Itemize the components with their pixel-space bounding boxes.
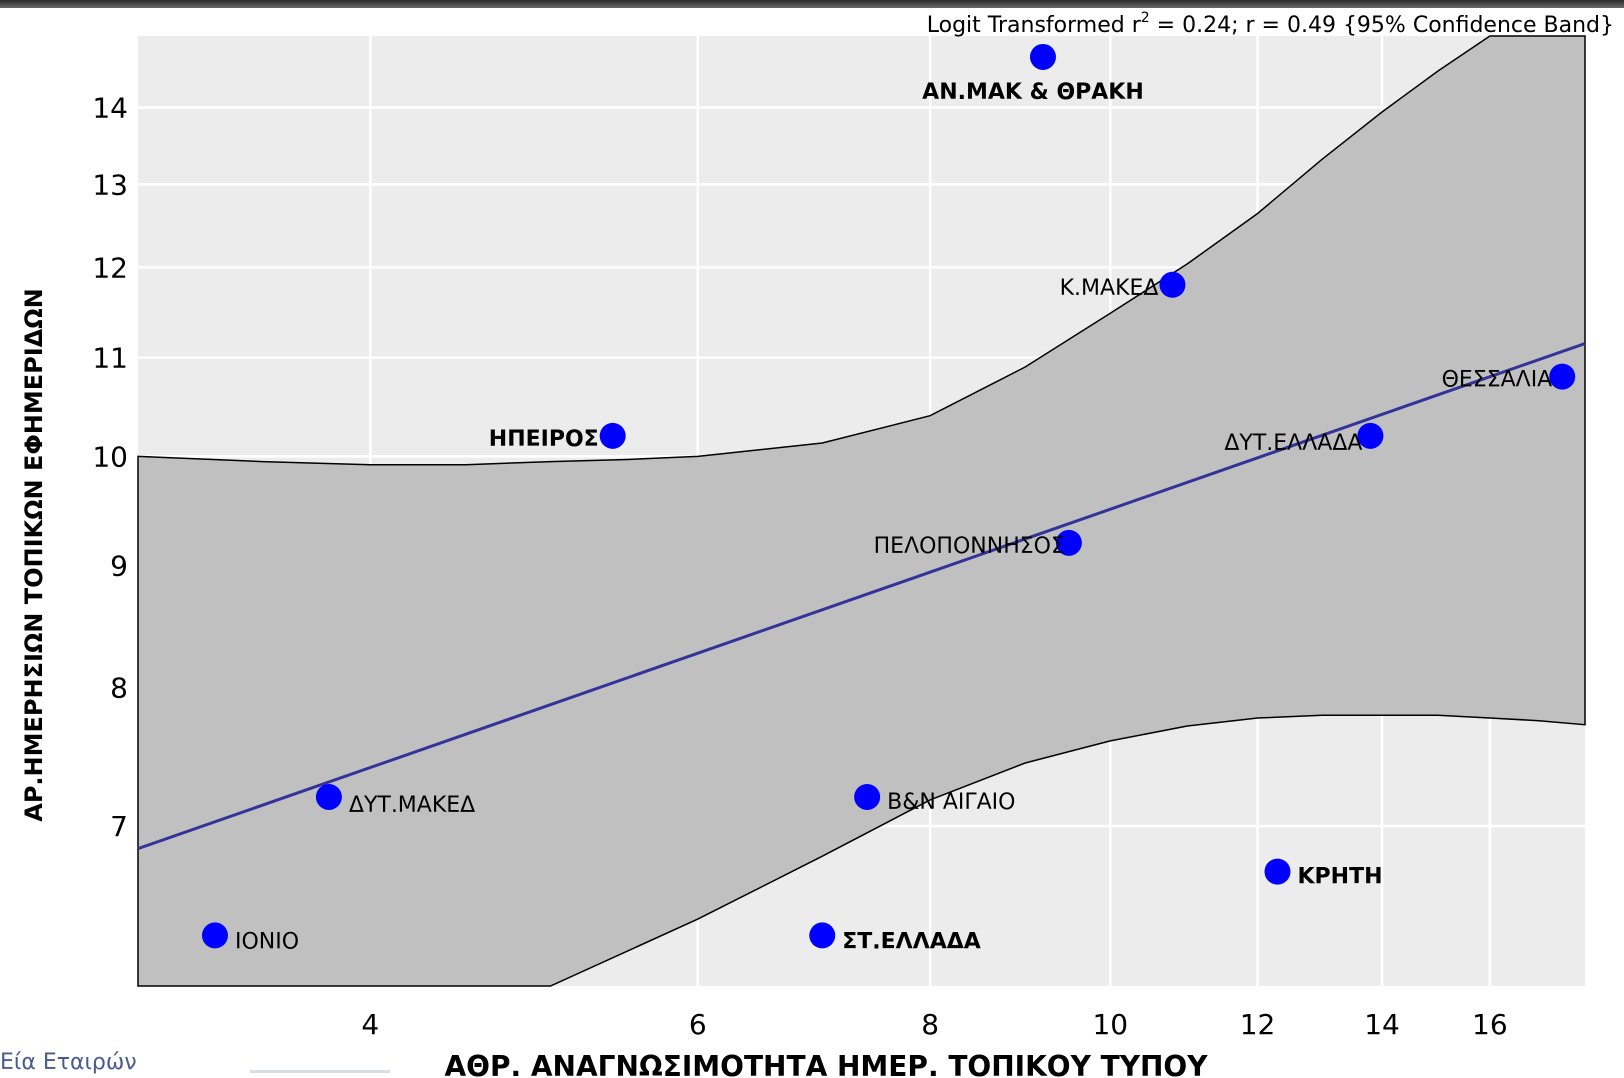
point-label: ΔΥΤ.ΜΑΚΕΔ — [349, 793, 475, 818]
x-tick-labels: 4 6 8 10 12 14 16 — [361, 1008, 1507, 1041]
data-point — [1159, 271, 1186, 298]
y-tick-label: 10 — [92, 440, 128, 473]
data-point — [1264, 858, 1291, 885]
footer-divider — [250, 1070, 390, 1073]
data-point — [315, 783, 342, 810]
point-label: ΔΥΤ.ΕΛΛΑΔΑ — [1224, 431, 1362, 456]
point-label: ΣΤ.ΕΛΛΑΔΑ — [842, 929, 981, 954]
data-point — [1549, 363, 1576, 390]
x-tick-label: 4 — [361, 1008, 379, 1041]
data-point — [809, 922, 836, 949]
footer-logo-text: Εία Εταιρών — [0, 1050, 137, 1075]
x-tick-label: 16 — [1472, 1008, 1508, 1041]
chart-annotation: Logit Transformed r2 = 0.24; r = 0.49 {9… — [927, 10, 1614, 38]
data-point — [1055, 529, 1082, 556]
y-tick-label: 12 — [92, 251, 128, 284]
y-tick-label: 14 — [92, 92, 128, 125]
point-label: ΙΟΝΙΟ — [235, 929, 299, 954]
confidence-band — [137, 35, 1586, 987]
x-tick-label: 12 — [1240, 1008, 1276, 1041]
point-label: ΘΕΣΣΑΛΙΑ — [1442, 368, 1553, 393]
point-label: Β&Ν ΑΙΓΑΙΟ — [887, 790, 1015, 815]
annotation-sup: 2 — [1141, 10, 1150, 26]
x-tick-label: 14 — [1364, 1008, 1400, 1041]
regression-line — [137, 342, 1586, 851]
data-points — [201, 43, 1576, 949]
top-window-bar — [0, 0, 1624, 8]
data-point — [1357, 422, 1384, 449]
y-tick-labels: 7 8 9 10 11 12 13 14 — [92, 92, 128, 844]
point-label: ΚΡΗΤΗ — [1297, 865, 1382, 890]
x-axis-label: ΑΘΡ. ΑΝΑΓΝΩΣΙΜΟΤΗΤΑ ΗΜΕΡ. ΤΟΠΙΚΟΥ ΤΥΠΟΥ — [445, 1050, 1209, 1078]
y-tick-label: 13 — [92, 168, 128, 201]
y-tick-label: 11 — [92, 342, 128, 375]
y-tick-label: 8 — [110, 672, 128, 705]
point-labels: ΑΝ.ΜΑΚ & ΘΡΑΚΗ Κ.ΜΑΚΕΔ ΘΕΣΣΑΛΙΑ ΗΠΕΙΡΟΣ ΔΥΤ.… — [235, 80, 1552, 954]
annotation-prefix: Logit Transformed r — [927, 13, 1142, 38]
y-tick-label: 7 — [110, 810, 128, 843]
y-tick-label: 9 — [110, 550, 128, 583]
x-tick-label: 6 — [689, 1008, 707, 1041]
x-tick-label: 8 — [921, 1008, 939, 1041]
point-label: ΑΝ.ΜΑΚ & ΘΡΑΚΗ — [922, 80, 1144, 105]
point-label: ΗΠΕΙΡΟΣ — [489, 427, 599, 452]
data-point — [1029, 43, 1056, 70]
data-point — [599, 422, 626, 449]
point-label: Κ.ΜΑΚΕΔ — [1060, 276, 1159, 301]
point-label: ΠΕΛΟΠΟΝΝΗΣΟΣ — [874, 534, 1065, 559]
x-tick-label: 10 — [1092, 1008, 1128, 1041]
data-point — [201, 922, 228, 949]
annotation-suffix: = 0.24; r = 0.49 {95% Confidence Band} — [1150, 13, 1614, 38]
y-axis-label: ΑΡ.ΗΜΕΡΗΣΙΩΝ ΤΟΠΙΚΩΝ ΕΦΗΜΕΡΙΔΩΝ — [20, 288, 48, 821]
data-point — [854, 783, 881, 810]
